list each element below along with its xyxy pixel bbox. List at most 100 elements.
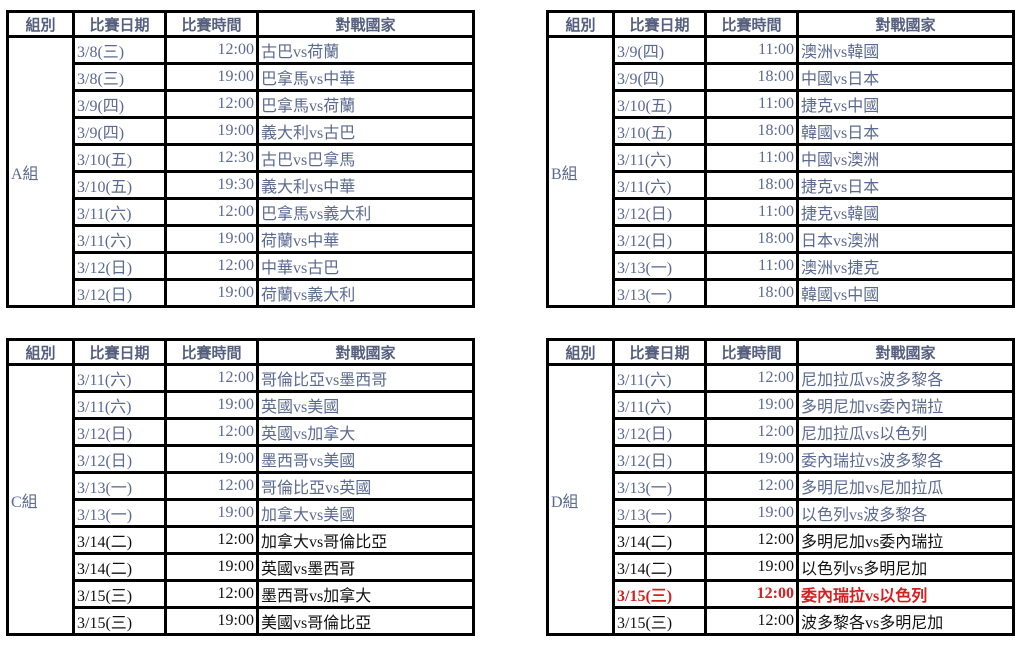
group-label: B組 — [546, 35, 615, 308]
match-teams: 巴拿馬vs荷蘭 — [256, 89, 475, 119]
table-row: 3/10(五) 11:00 捷克vs中國 — [548, 89, 1015, 119]
match-date: 3/15(三) — [612, 579, 707, 609]
match-time: 18:00 — [704, 62, 799, 92]
match-date: 3/12(日) — [72, 417, 167, 447]
header-group: 組別 — [546, 338, 615, 366]
match-time: 12:00 — [704, 363, 799, 393]
match-time: 12:00 — [164, 251, 259, 281]
match-date: 3/10(五) — [72, 143, 167, 173]
schedule-table-group-d: 組別 比賽日期 比賽時間 對戰國家 D組 3/11(六) 12:00 尼加拉瓜vs波… — [546, 338, 1015, 636]
match-date: 3/9(四) — [612, 62, 707, 92]
match-teams: 英國vs墨西哥 — [256, 552, 475, 582]
match-teams: 英國vs美國 — [256, 390, 475, 420]
match-time: 12:00 — [164, 363, 259, 393]
match-teams: 捷克vs日本 — [796, 170, 1015, 200]
group-label: A組 — [6, 35, 75, 308]
match-time: 19:00 — [164, 552, 259, 582]
table-row: 3/13(一) 19:00 加拿大vs美國 — [8, 498, 475, 528]
match-teams: 巴拿馬vs中華 — [256, 62, 475, 92]
match-time: 18:00 — [704, 170, 799, 200]
match-teams: 多明尼加vs委內瑞拉 — [796, 390, 1015, 420]
header-group: 組別 — [6, 338, 75, 366]
match-teams: 哥倫比亞vs墨西哥 — [256, 363, 475, 393]
match-time: 19:00 — [164, 498, 259, 528]
match-time: 12:00 — [164, 579, 259, 609]
match-date: 3/15(三) — [72, 579, 167, 609]
match-date: 3/14(二) — [612, 552, 707, 582]
header-row: 組別 比賽日期 比賽時間 對戰國家 — [6, 10, 475, 38]
match-teams: 尼加拉瓜vs波多黎各 — [796, 363, 1015, 393]
match-date: 3/14(二) — [72, 525, 167, 555]
match-time: 11:00 — [704, 143, 799, 173]
table-row: 3/12(日) 19:00 墨西哥vs美國 — [8, 444, 475, 474]
table-row: 3/9(四) 12:00 巴拿馬vs荷蘭 — [8, 89, 475, 119]
match-time: 18:00 — [704, 224, 799, 254]
match-teams: 義大利vs中華 — [256, 170, 475, 200]
match-time: 19:00 — [164, 224, 259, 254]
group-label: D組 — [546, 363, 615, 636]
match-time: 12:00 — [164, 471, 259, 501]
match-teams: 波多黎各vs多明尼加 — [796, 606, 1015, 636]
table-row: 3/11(六) 19:00 多明尼加vs委內瑞拉 — [548, 390, 1015, 420]
match-date: 3/14(二) — [612, 525, 707, 555]
match-teams: 委內瑞拉vs波多黎各 — [796, 444, 1015, 474]
table-row: 3/13(一) 18:00 韓國vs中國 — [548, 278, 1015, 308]
table-row: 3/9(四) 18:00 中國vs日本 — [548, 62, 1015, 92]
match-teams: 巴拿馬vs義大利 — [256, 197, 475, 227]
match-teams: 韓國vs日本 — [796, 116, 1015, 146]
table-row: 3/14(二) 19:00 英國vs墨西哥 — [8, 552, 475, 582]
match-time: 19:00 — [164, 116, 259, 146]
match-date: 3/15(三) — [612, 606, 707, 636]
match-teams: 古巴vs荷蘭 — [256, 35, 475, 65]
match-teams: 以色列vs多明尼加 — [796, 552, 1015, 582]
header-date: 比賽日期 — [612, 338, 707, 366]
match-date: 3/10(五) — [612, 116, 707, 146]
header-date: 比賽日期 — [72, 338, 167, 366]
match-date: 3/13(一) — [612, 471, 707, 501]
group-label: C組 — [6, 363, 75, 636]
table-row: 3/12(日) 19:00 荷蘭vs義大利 — [8, 278, 475, 308]
match-time: 18:00 — [704, 278, 799, 308]
match-time: 12:00 — [704, 525, 799, 555]
match-time: 18:00 — [704, 116, 799, 146]
match-time: 19:00 — [164, 606, 259, 636]
match-time: 19:00 — [164, 444, 259, 474]
match-teams: 捷克vs韓國 — [796, 197, 1015, 227]
table-row: 3/14(二) 12:00 加拿大vs哥倫比亞 — [8, 525, 475, 555]
table-row: 3/15(三) 12:00 墨西哥vs加拿大 — [8, 579, 475, 609]
table-row: 3/10(五) 19:30 義大利vs中華 — [8, 170, 475, 200]
match-date: 3/13(一) — [72, 498, 167, 528]
match-date: 3/12(日) — [72, 444, 167, 474]
table-row: 3/8(三) 19:00 巴拿馬vs中華 — [8, 62, 475, 92]
match-date: 3/10(五) — [72, 170, 167, 200]
schedule-table-group-c: 組別 比賽日期 比賽時間 對戰國家 C組 3/11(六) 12:00 哥倫比亞vs墨… — [6, 338, 475, 636]
table-row: 3/14(二) 19:00 以色列vs多明尼加 — [548, 552, 1015, 582]
match-teams: 尼加拉瓜vs以色列 — [796, 417, 1015, 447]
match-date: 3/11(六) — [612, 143, 707, 173]
table-row: 3/12(日) 18:00 日本vs澳洲 — [548, 224, 1015, 254]
header-row: 組別 比賽日期 比賽時間 對戰國家 — [6, 338, 475, 366]
match-time: 12:00 — [164, 417, 259, 447]
match-teams: 多明尼加vs尼加拉瓜 — [796, 471, 1015, 501]
match-teams: 中國vs日本 — [796, 62, 1015, 92]
match-time: 19:00 — [704, 552, 799, 582]
match-time: 19:00 — [704, 444, 799, 474]
match-time: 12:00 — [704, 606, 799, 636]
header-match: 對戰國家 — [796, 338, 1015, 366]
table-row: 3/11(六) 19:00 英國vs美國 — [8, 390, 475, 420]
table-row: 3/12(日) 11:00 捷克vs韓國 — [548, 197, 1015, 227]
header-match: 對戰國家 — [796, 10, 1015, 38]
match-time: 12:00 — [704, 417, 799, 447]
header-group: 組別 — [6, 10, 75, 38]
match-date: 3/14(二) — [72, 552, 167, 582]
header-group: 組別 — [546, 10, 615, 38]
match-date: 3/13(一) — [72, 471, 167, 501]
match-teams: 哥倫比亞vs英國 — [256, 471, 475, 501]
match-date: 3/8(三) — [72, 35, 167, 65]
match-date: 3/12(日) — [72, 278, 167, 308]
match-teams: 委內瑞拉vs以色列 — [796, 579, 1015, 609]
match-time: 19:00 — [164, 390, 259, 420]
match-teams: 荷蘭vs義大利 — [256, 278, 475, 308]
match-date: 3/15(三) — [72, 606, 167, 636]
match-time: 11:00 — [704, 89, 799, 119]
